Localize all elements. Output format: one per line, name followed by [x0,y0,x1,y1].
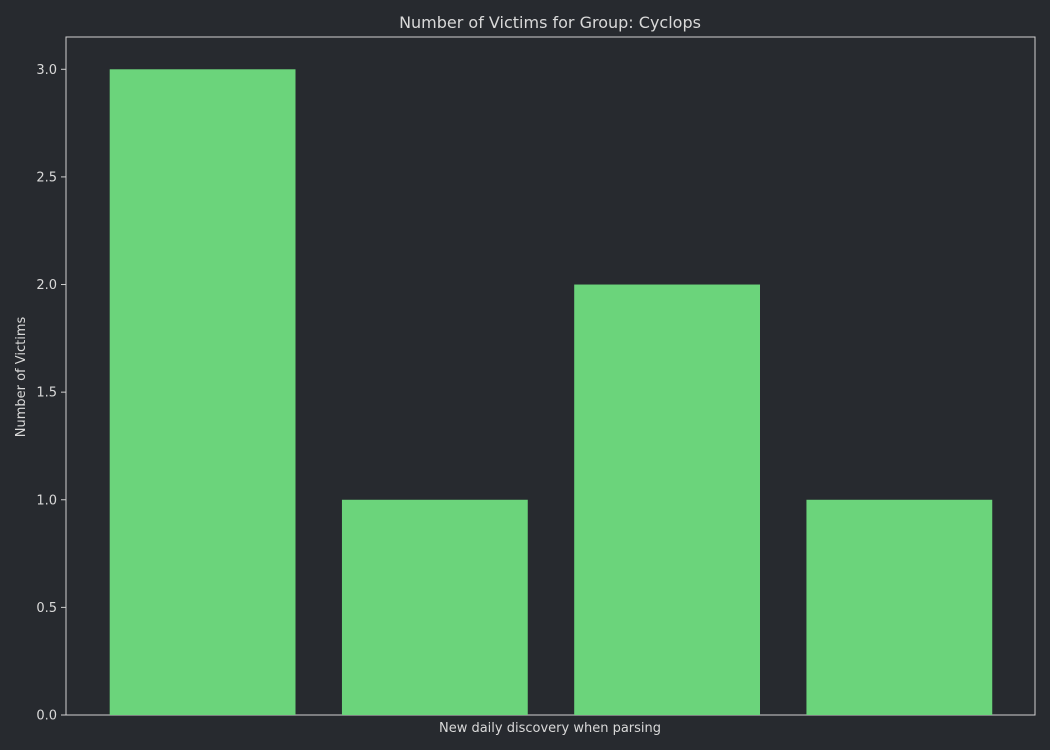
bar-series [109,69,993,716]
bar-3 [574,284,760,715]
y-tick-label: 0.5 [36,601,57,616]
y-tick-label: 3.0 [36,63,57,78]
y-tick-label: 1.0 [36,493,57,508]
y-axis: 0.0 0.5 1.0 1.5 2.0 2.5 3.0 [36,63,66,724]
bar-4 [806,499,993,715]
x-axis-label: New daily discovery when parsing [439,721,661,736]
y-tick-label: 1.5 [36,386,57,401]
bar-2 [341,499,528,715]
bar-1 [109,69,296,716]
chart-title: Number of Victims for Group: Cyclops [399,13,701,32]
y-axis-label: Number of Victims [14,317,29,438]
y-tick-label: 0.0 [36,709,57,724]
plot-area-frame [65,36,1036,716]
y-tick-label: 2.5 [36,170,57,185]
y-tick-label: 2.0 [36,278,57,293]
